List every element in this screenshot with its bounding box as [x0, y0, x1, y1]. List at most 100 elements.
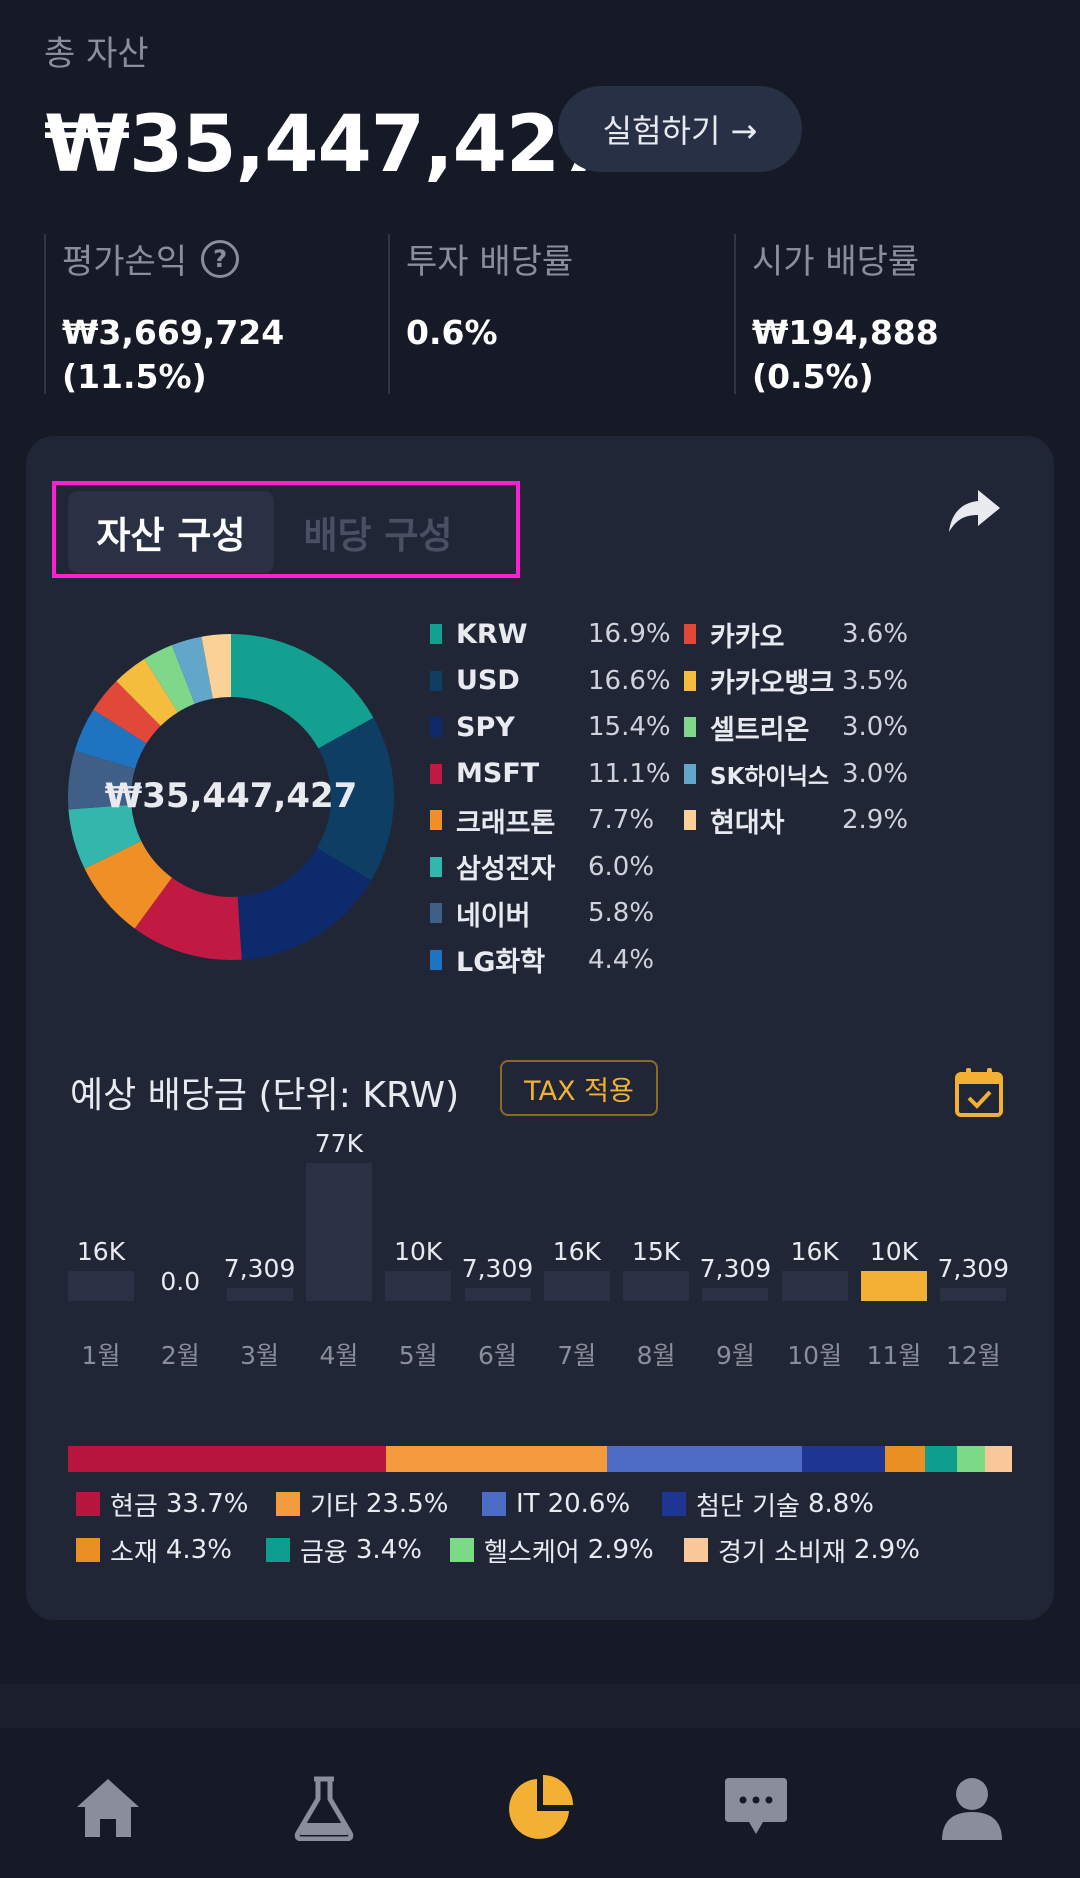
stat-value: ₩3,669,724 — [62, 313, 285, 352]
legend-percent: 6.0% — [588, 851, 655, 882]
experiment-button[interactable]: 실험하기 → — [558, 86, 802, 172]
bar-column[interactable]: 16K 7월 — [543, 1116, 610, 1370]
bar-column[interactable]: 7,309 3월 — [224, 1116, 296, 1370]
nav-profile[interactable] — [932, 1768, 1012, 1848]
sector-name: 현금 — [110, 1491, 158, 1522]
sector-stacked-bar — [68, 1446, 1012, 1472]
tab-asset-composition[interactable]: 자산 구성 — [68, 491, 274, 573]
legend-swatch — [684, 717, 696, 737]
legend-label: 카카오 — [710, 621, 785, 653]
legend-item: 네이버 5.8% — [430, 893, 654, 933]
sector-swatch — [276, 1492, 300, 1516]
donut-slice[interactable] — [171, 636, 213, 704]
tab-dividend-composition[interactable]: 배당 구성 — [303, 514, 453, 557]
sector-segment — [607, 1446, 802, 1472]
sector-swatch — [266, 1538, 290, 1562]
sector-name: 첨단 기술 — [696, 1491, 800, 1522]
legend-label: LG화학 — [456, 947, 546, 978]
tax-apply-button[interactable]: TAX 적용 — [500, 1060, 658, 1116]
sector-name: 경기 소비재 — [718, 1537, 846, 1568]
total-assets-label: 총 자산 — [44, 34, 149, 74]
legend-label: USD — [456, 665, 520, 696]
sector-swatch — [450, 1538, 474, 1562]
stat-value: 0.6% — [406, 313, 498, 352]
donut-slice[interactable] — [201, 634, 231, 699]
bar-column[interactable]: 16K 1월 — [68, 1116, 134, 1370]
donut-slice[interactable] — [231, 634, 374, 749]
legend-label: KRW — [456, 618, 528, 650]
legend-item: SK하이닉스 3.0% — [684, 754, 908, 794]
legend-percent: 2.9% — [842, 805, 909, 835]
legend-percent: 11.1% — [588, 758, 671, 789]
sector-name: 금융 — [300, 1537, 348, 1568]
donut-slice[interactable] — [74, 709, 147, 769]
sector-name: 소재 — [110, 1537, 158, 1568]
bar-column[interactable]: 7,309 12월 — [938, 1116, 1010, 1370]
legend-item: SPY 15.4% — [430, 707, 671, 747]
sector-percent: 20.6% — [547, 1489, 631, 1519]
bar-month-label: 1월 — [81, 1341, 121, 1370]
stat-label: 평가손익 — [62, 242, 188, 282]
legend-item: 카카오뱅크 3.5% — [684, 661, 908, 701]
donut-slice[interactable] — [68, 804, 142, 869]
chat-icon — [725, 1778, 787, 1834]
donut-slice[interactable] — [237, 848, 372, 960]
legend-label: 크래프톤 — [456, 807, 556, 839]
legend-percent: 16.6% — [588, 665, 671, 696]
share-icon[interactable] — [946, 488, 1002, 536]
sector-legend-item: 현금 33.7% — [76, 1484, 248, 1524]
stat-unrealized-pl: 평가손익 ? ₩3,669,724 (11.5%) — [44, 234, 334, 396]
composition-tabs: 자산 구성 배당 구성 — [52, 481, 520, 578]
legend-swatch — [430, 670, 442, 691]
donut-slice[interactable] — [316, 717, 394, 881]
legend-percent: 16.9% — [588, 619, 671, 649]
legend-label: MSFT — [456, 758, 540, 789]
bar — [305, 1163, 372, 1301]
bar-value-label: 16K — [552, 1237, 601, 1266]
dividend-title: 예상 배당금 (단위: KRW) — [70, 1075, 460, 1116]
donut-slice[interactable] — [93, 681, 161, 744]
legend-swatch — [684, 763, 696, 784]
bar-column[interactable]: 77K 4월 — [305, 1116, 372, 1370]
bar-value-label: 7,309 — [223, 1253, 296, 1283]
bar-month-label: 4월 — [319, 1341, 359, 1370]
bar-column[interactable]: 10K 11월 — [861, 1116, 927, 1370]
bar-column[interactable]: 16K 10월 — [781, 1116, 848, 1370]
sector-swatch — [76, 1492, 100, 1516]
flask-icon — [294, 1776, 354, 1841]
help-icon[interactable]: ? — [201, 239, 240, 278]
donut-slice[interactable] — [68, 750, 136, 810]
sector-percent: 33.7% — [165, 1489, 249, 1519]
nav-home[interactable] — [68, 1768, 148, 1848]
sector-segment — [801, 1446, 885, 1472]
bar-column[interactable]: 15K 8월 — [623, 1116, 690, 1370]
nav-experiment[interactable] — [284, 1768, 364, 1848]
bar-column[interactable]: 7,309 9월 — [700, 1116, 772, 1370]
legend-swatch — [684, 810, 696, 830]
bar-column[interactable]: 0.0 2월 — [147, 1116, 213, 1370]
bar-month-label: 3월 — [240, 1341, 280, 1370]
sector-percent: 4.3% — [165, 1535, 232, 1565]
stat-value-pct: (11.5%) — [62, 357, 207, 396]
portfolio-card: 자산 구성 배당 구성 ₩35,447,427 KRW 16.9% USD 16.6%… — [26, 436, 1054, 1620]
sector-percent: 23.5% — [365, 1489, 449, 1519]
donut-slice[interactable] — [144, 645, 195, 713]
nav-community[interactable] — [716, 1768, 796, 1848]
bar — [385, 1271, 452, 1301]
bar-value-label: 10K — [869, 1237, 919, 1266]
asset-donut-chart — [68, 634, 394, 960]
donut-slice[interactable] — [134, 877, 242, 960]
bar-value-label: 7,309 — [461, 1253, 534, 1283]
bar-month-label: 10월 — [787, 1341, 843, 1370]
legend-item: 삼성전자 6.0% — [430, 847, 654, 887]
calendar-icon[interactable] — [954, 1066, 1004, 1118]
bar — [464, 1287, 531, 1301]
legend-item: MSFT 11.1% — [430, 754, 671, 794]
bar-column[interactable]: 7,309 6월 — [462, 1116, 534, 1370]
donut-slice[interactable] — [84, 840, 172, 929]
donut-slice[interactable] — [116, 658, 178, 726]
legend-percent: 15.4% — [588, 712, 671, 742]
nav-portfolio[interactable] — [500, 1768, 580, 1848]
bar-column[interactable]: 10K 5월 — [385, 1116, 452, 1370]
legend-swatch — [684, 670, 696, 691]
